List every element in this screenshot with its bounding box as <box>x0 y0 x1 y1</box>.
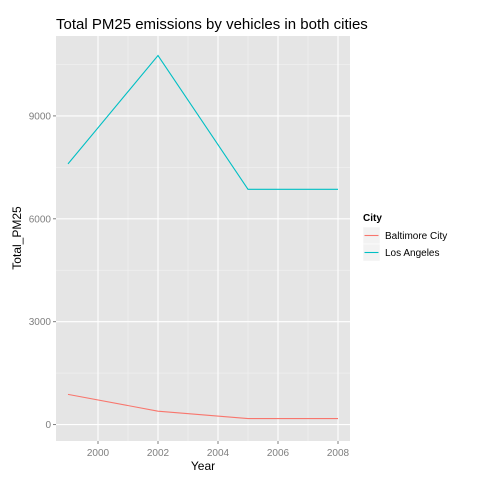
y-tick-label: 3000 <box>29 317 52 328</box>
x-tick-label: 2002 <box>147 448 170 459</box>
plot-panel <box>56 36 350 441</box>
grid-minor <box>56 36 350 441</box>
legend-title: City <box>363 213 382 224</box>
legend-label-los-angeles: Los Angeles <box>385 248 440 259</box>
grid-major <box>56 36 350 441</box>
series-line-los-angeles <box>67 54 338 190</box>
series-lines <box>67 54 338 420</box>
chart-title: Total PM25 emissions by vehicles in both… <box>56 16 368 33</box>
x-tick-label: 2008 <box>327 448 350 459</box>
x-tick-label: 2000 <box>87 448 110 459</box>
legend-items: Baltimore City Los Angeles <box>362 226 447 262</box>
y-tick-label: 9000 <box>29 111 52 122</box>
x-axis-title: Year <box>191 459 215 473</box>
y-axis: 0 3000 6000 9000 <box>29 111 56 431</box>
legend-label-baltimore-city: Baltimore City <box>385 231 447 242</box>
y-axis-title: Total_PM25 <box>10 206 24 270</box>
series-line-baltimore-city <box>67 393 338 420</box>
legend: City Baltimore City Los Angeles <box>362 213 447 262</box>
x-tick-label: 2004 <box>207 448 230 459</box>
x-tick-label: 2006 <box>267 448 290 459</box>
x-axis: 2000 2002 2004 2006 2008 <box>87 441 350 459</box>
y-tick-label: 0 <box>45 420 51 431</box>
y-tick-label: 6000 <box>29 214 52 225</box>
